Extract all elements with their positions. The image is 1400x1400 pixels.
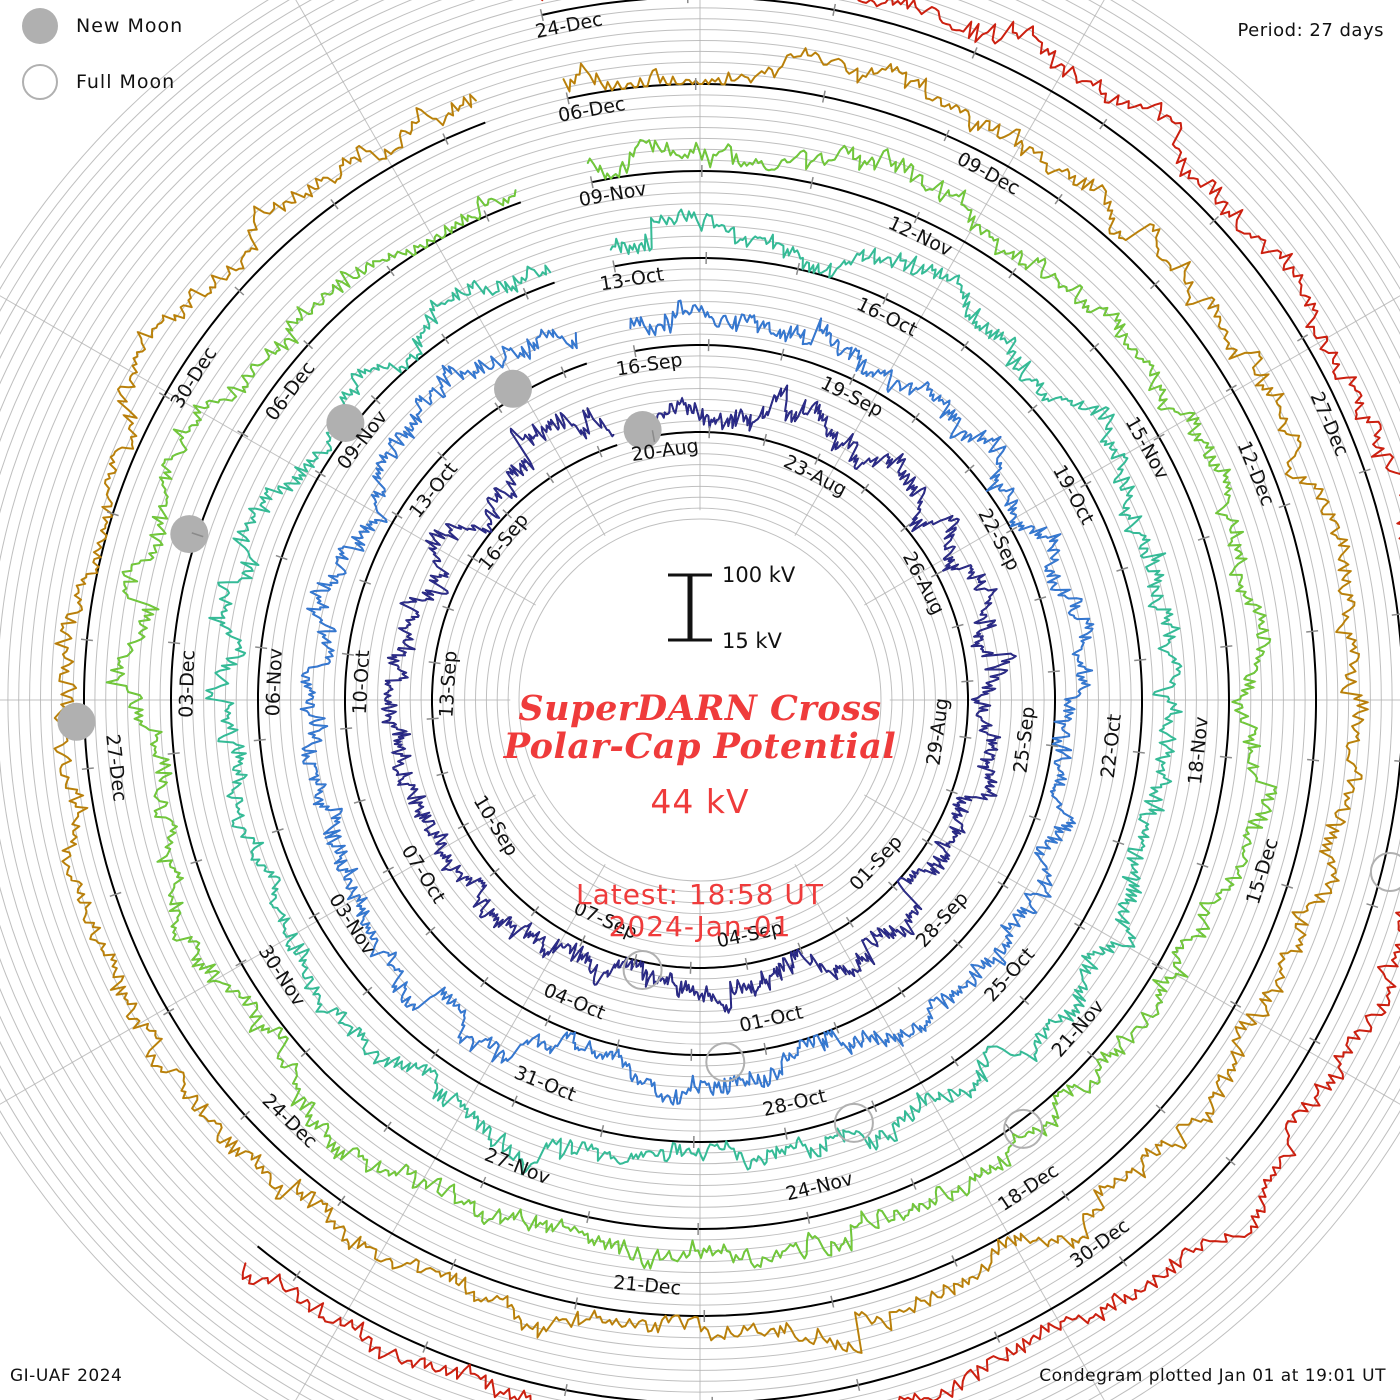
date-tick-label: 22-Oct [1097, 713, 1126, 779]
date-tick-label: 18-Dec [994, 1160, 1063, 1216]
data-traces [53, 0, 1400, 1400]
full-moon-marker [1003, 1108, 1044, 1149]
moon-phase-markers [57, 369, 1400, 1149]
new-moon-marker [494, 369, 532, 408]
kv-scale-bar: 100 kV 15 kV [668, 563, 796, 653]
date-tick-label: 30-Dec [1066, 1215, 1134, 1273]
full-moon-marker [1369, 852, 1400, 892]
date-tick-label: 29-Aug [922, 697, 953, 767]
date-tick-label: 15-Dec [1242, 836, 1283, 907]
date-tick-label: 06-Nov [262, 648, 287, 717]
legend-label-full-moon: Full Moon [76, 71, 176, 93]
date-tick-label: 13-Sep [435, 650, 461, 718]
date-tick-label: 03-Nov [324, 890, 379, 959]
new-moon-marker [170, 515, 209, 554]
date-tick-label: 01-Oct [737, 1001, 805, 1037]
date-tick-label: 27-Dec [101, 733, 131, 803]
footer-timestamp: Condegram plotted Jan 01 at 19:01 UT [1039, 1366, 1386, 1386]
full-moon-marker [622, 950, 663, 990]
period-label: Period: 27 days [1237, 20, 1384, 41]
date-tick-label: 10-Oct [349, 650, 374, 715]
legend-item-full-moon: Full Moon [22, 64, 175, 100]
scalebar-bottom-label: 15 kV [722, 629, 783, 653]
scalebar-top-label: 100 kV [722, 563, 796, 587]
legend-label-new-moon: New Moon [76, 15, 184, 37]
date-tick-label: 04-Oct [540, 979, 608, 1024]
date-tick-label: 24-Nov [784, 1168, 855, 1206]
date-tick-label: 13-Oct [598, 263, 665, 295]
date-tick-label: 21-Dec [612, 1272, 682, 1300]
date-tick-label: 18-Nov [1184, 716, 1213, 786]
full-moon-marker [705, 1042, 746, 1083]
footer-credit: GI-UAF 2024 [10, 1366, 123, 1386]
date-tick-label: 31-Oct [511, 1062, 579, 1107]
date-tick-label: 04-Sep [715, 917, 785, 952]
date-tick-label: 07-Sep [570, 897, 640, 944]
date-tick-label: 25-Sep [1010, 705, 1040, 774]
legend-item-new-moon: New Moon [22, 8, 183, 44]
track-baselines [83, 0, 1400, 1400]
date-tick-label: 16-Sep [615, 349, 684, 381]
date-tick-label: 28-Oct [761, 1085, 829, 1121]
full-moon-icon [22, 64, 58, 100]
full-moon-marker [833, 1102, 874, 1143]
new-moon-marker [57, 702, 96, 741]
new-moon-marker [623, 411, 662, 449]
date-tick-label: 03-Dec [175, 650, 199, 718]
new-moon-marker [326, 404, 365, 442]
new-moon-icon [22, 8, 58, 44]
